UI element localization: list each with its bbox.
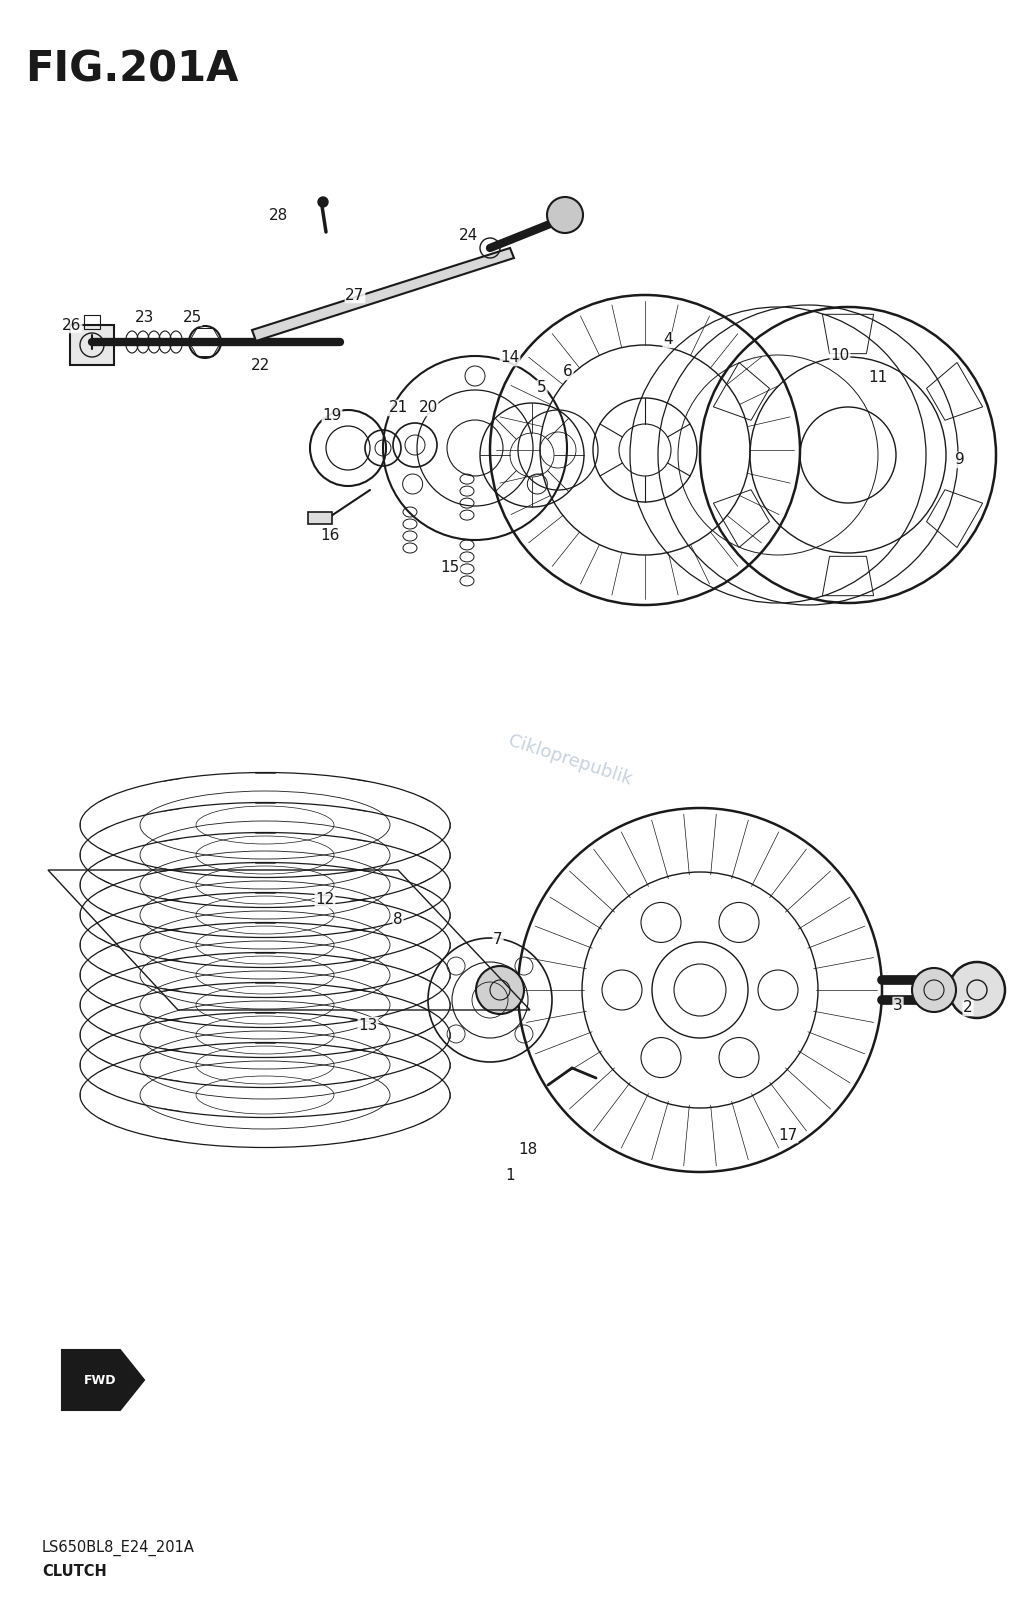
Circle shape — [476, 966, 524, 1014]
Bar — [308, 512, 332, 525]
Text: FWD: FWD — [84, 1373, 117, 1387]
Text: CLUTCH: CLUTCH — [42, 1565, 106, 1579]
Text: 14: 14 — [500, 350, 519, 365]
Text: FIG.201A: FIG.201A — [25, 48, 238, 90]
Text: 13: 13 — [358, 1018, 377, 1032]
Text: 5: 5 — [537, 381, 547, 395]
Text: 7: 7 — [493, 933, 503, 947]
Text: 12: 12 — [315, 893, 335, 907]
Text: 1: 1 — [505, 1168, 515, 1182]
Circle shape — [318, 197, 328, 206]
Text: 2: 2 — [963, 1000, 972, 1016]
Text: 3: 3 — [893, 997, 902, 1013]
Text: Cikloprepublik: Cikloprepublik — [506, 731, 634, 789]
Text: 26: 26 — [62, 317, 82, 333]
Text: 18: 18 — [518, 1142, 537, 1157]
Text: 24: 24 — [458, 227, 478, 243]
Text: 6: 6 — [563, 365, 573, 379]
Text: 25: 25 — [183, 310, 202, 325]
Text: LS650BL8_E24_201A: LS650BL8_E24_201A — [42, 1539, 195, 1557]
Text: 19: 19 — [322, 408, 342, 422]
Text: 22: 22 — [250, 357, 270, 373]
Text: 17: 17 — [779, 1128, 798, 1142]
Text: 27: 27 — [346, 288, 365, 302]
Text: 11: 11 — [868, 371, 887, 386]
Text: 10: 10 — [830, 347, 850, 363]
Text: 16: 16 — [320, 528, 340, 542]
Polygon shape — [62, 1350, 144, 1410]
Bar — [84, 315, 100, 330]
Text: 28: 28 — [269, 208, 288, 222]
Circle shape — [912, 968, 956, 1013]
Text: 23: 23 — [135, 310, 155, 325]
Text: 9: 9 — [955, 453, 965, 467]
Polygon shape — [252, 248, 514, 341]
Bar — [70, 325, 114, 365]
Text: 20: 20 — [419, 400, 438, 416]
Text: 4: 4 — [663, 333, 673, 347]
Circle shape — [949, 962, 1005, 1018]
Circle shape — [547, 197, 583, 234]
Text: 15: 15 — [440, 560, 459, 576]
Text: 8: 8 — [393, 912, 403, 928]
Text: 21: 21 — [388, 400, 408, 416]
